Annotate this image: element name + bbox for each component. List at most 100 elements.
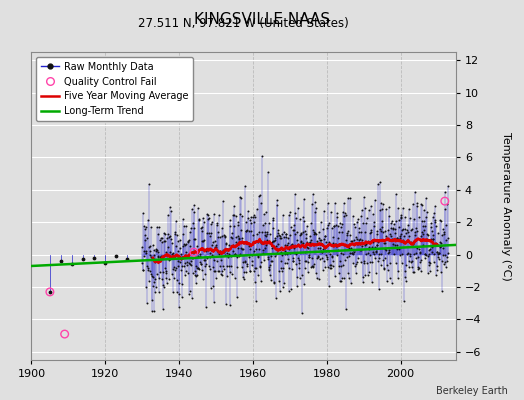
Point bbox=[355, 236, 364, 243]
Point bbox=[366, 259, 374, 266]
Point bbox=[348, 246, 357, 253]
Point bbox=[149, 242, 157, 248]
Point bbox=[123, 256, 132, 263]
Point bbox=[257, 200, 265, 207]
Point bbox=[283, 240, 292, 246]
Point bbox=[169, 266, 178, 272]
Point bbox=[243, 260, 251, 267]
Point bbox=[182, 248, 191, 255]
Point bbox=[318, 254, 326, 261]
Point bbox=[360, 260, 368, 266]
Point bbox=[323, 222, 332, 228]
Point bbox=[177, 256, 185, 263]
Point bbox=[175, 304, 183, 311]
Point bbox=[219, 247, 227, 253]
Point bbox=[175, 280, 183, 286]
Point bbox=[378, 257, 387, 263]
Point bbox=[385, 204, 394, 210]
Point bbox=[277, 249, 285, 255]
Point bbox=[419, 242, 428, 248]
Point bbox=[264, 256, 272, 262]
Point bbox=[285, 246, 293, 252]
Point bbox=[166, 249, 174, 256]
Point bbox=[389, 224, 397, 231]
Point bbox=[336, 263, 345, 270]
Point bbox=[302, 258, 310, 264]
Point bbox=[182, 262, 191, 268]
Point bbox=[234, 222, 242, 228]
Point bbox=[250, 212, 259, 218]
Legend: Raw Monthly Data, Quality Control Fail, Five Year Moving Average, Long-Term Tren: Raw Monthly Data, Quality Control Fail, … bbox=[36, 57, 193, 121]
Point bbox=[191, 280, 200, 286]
Point bbox=[320, 258, 329, 264]
Point bbox=[372, 248, 380, 254]
Point bbox=[404, 229, 412, 235]
Point bbox=[213, 268, 222, 274]
Point bbox=[277, 258, 286, 264]
Point bbox=[418, 202, 426, 208]
Point bbox=[264, 169, 272, 176]
Point bbox=[206, 233, 214, 240]
Point bbox=[366, 228, 375, 235]
Point bbox=[223, 263, 232, 270]
Point bbox=[390, 236, 398, 242]
Point bbox=[442, 264, 450, 270]
Point bbox=[375, 286, 383, 292]
Point bbox=[421, 213, 430, 220]
Point bbox=[369, 239, 378, 245]
Point bbox=[141, 226, 149, 233]
Point bbox=[413, 228, 422, 234]
Point bbox=[436, 244, 444, 250]
Point bbox=[211, 268, 219, 274]
Point bbox=[390, 242, 399, 248]
Point bbox=[311, 209, 319, 215]
Point bbox=[297, 238, 305, 244]
Point bbox=[159, 268, 167, 275]
Point bbox=[386, 260, 395, 266]
Point bbox=[380, 228, 389, 234]
Point bbox=[272, 202, 281, 208]
Point bbox=[212, 274, 220, 281]
Point bbox=[204, 211, 212, 218]
Point bbox=[146, 242, 155, 249]
Point bbox=[338, 220, 346, 227]
Point bbox=[412, 245, 421, 251]
Point bbox=[323, 254, 331, 260]
Point bbox=[173, 289, 181, 295]
Point bbox=[147, 270, 156, 277]
Point bbox=[398, 251, 407, 258]
Point bbox=[212, 242, 220, 248]
Point bbox=[286, 232, 294, 238]
Point bbox=[143, 300, 151, 306]
Point bbox=[373, 231, 381, 237]
Point bbox=[301, 264, 309, 271]
Point bbox=[395, 217, 403, 224]
Point bbox=[256, 191, 265, 198]
Point bbox=[367, 203, 375, 209]
Point bbox=[353, 240, 362, 247]
Point bbox=[183, 253, 192, 260]
Point bbox=[265, 220, 273, 226]
Point bbox=[218, 225, 226, 231]
Point bbox=[259, 238, 268, 245]
Point bbox=[275, 268, 283, 274]
Point bbox=[430, 250, 438, 257]
Point bbox=[423, 232, 432, 238]
Point bbox=[440, 189, 449, 196]
Point bbox=[387, 218, 396, 224]
Point bbox=[384, 250, 392, 256]
Point bbox=[406, 251, 414, 257]
Point bbox=[436, 240, 445, 246]
Point bbox=[430, 259, 439, 266]
Point bbox=[352, 236, 361, 243]
Point bbox=[354, 241, 363, 248]
Point bbox=[319, 246, 327, 252]
Point bbox=[297, 238, 305, 245]
Point bbox=[235, 236, 243, 242]
Point bbox=[439, 252, 447, 258]
Point bbox=[168, 240, 177, 246]
Point bbox=[224, 254, 232, 260]
Point bbox=[157, 254, 165, 260]
Point bbox=[192, 273, 201, 280]
Point bbox=[194, 253, 202, 259]
